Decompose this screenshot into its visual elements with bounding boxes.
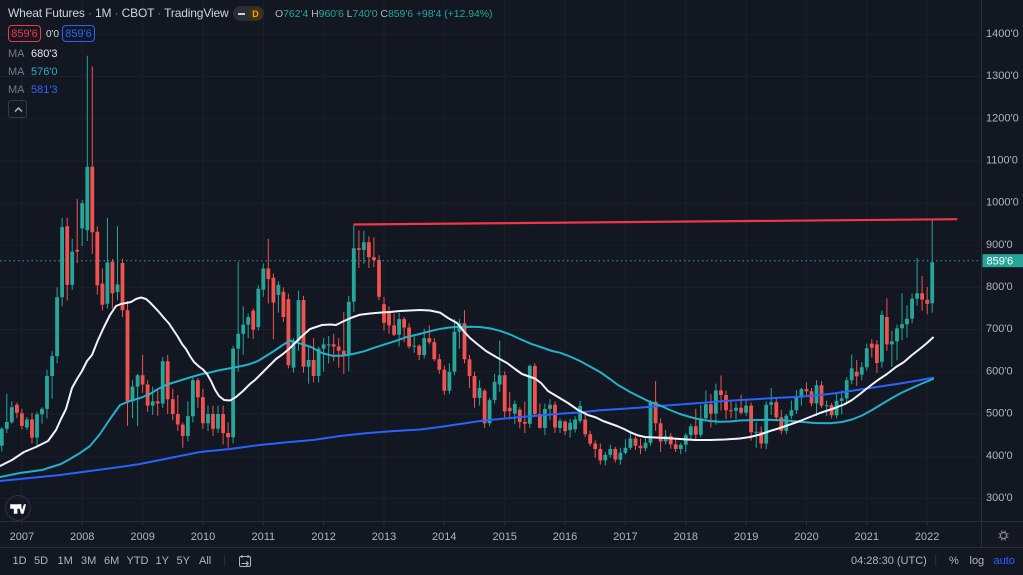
svg-text:2008: 2008: [70, 531, 94, 543]
svg-text:1100'0: 1100'0: [986, 155, 1018, 167]
svg-text:1400'0: 1400'0: [986, 28, 1019, 40]
svg-text:2022: 2022: [915, 531, 939, 543]
svg-text:2012: 2012: [311, 531, 335, 543]
svg-text:2011: 2011: [251, 531, 275, 543]
svg-text:300'0: 300'0: [986, 492, 1013, 504]
svg-text:2010: 2010: [191, 531, 215, 543]
svg-text:2014: 2014: [432, 531, 456, 543]
svg-text:600'0: 600'0: [986, 365, 1013, 377]
svg-text:500'0: 500'0: [986, 408, 1013, 420]
svg-text:2019: 2019: [734, 531, 758, 543]
svg-text:1200'0: 1200'0: [986, 112, 1019, 124]
svg-text:2013: 2013: [372, 531, 396, 543]
svg-text:2007: 2007: [10, 531, 34, 543]
svg-text:2016: 2016: [553, 531, 577, 543]
svg-text:2020: 2020: [794, 531, 818, 543]
svg-text:800'0: 800'0: [986, 281, 1013, 293]
svg-text:2015: 2015: [492, 531, 516, 543]
svg-text:400'0: 400'0: [986, 450, 1013, 462]
svg-text:2021: 2021: [855, 531, 879, 543]
svg-text:859'6: 859'6: [987, 255, 1014, 267]
svg-text:1300'0: 1300'0: [986, 70, 1019, 82]
svg-text:2017: 2017: [613, 531, 637, 543]
svg-text:2009: 2009: [130, 531, 154, 543]
svg-text:700'0: 700'0: [986, 323, 1013, 335]
svg-text:2018: 2018: [674, 531, 698, 543]
svg-text:900'0: 900'0: [986, 239, 1013, 251]
svg-text:1000'0: 1000'0: [986, 197, 1019, 209]
